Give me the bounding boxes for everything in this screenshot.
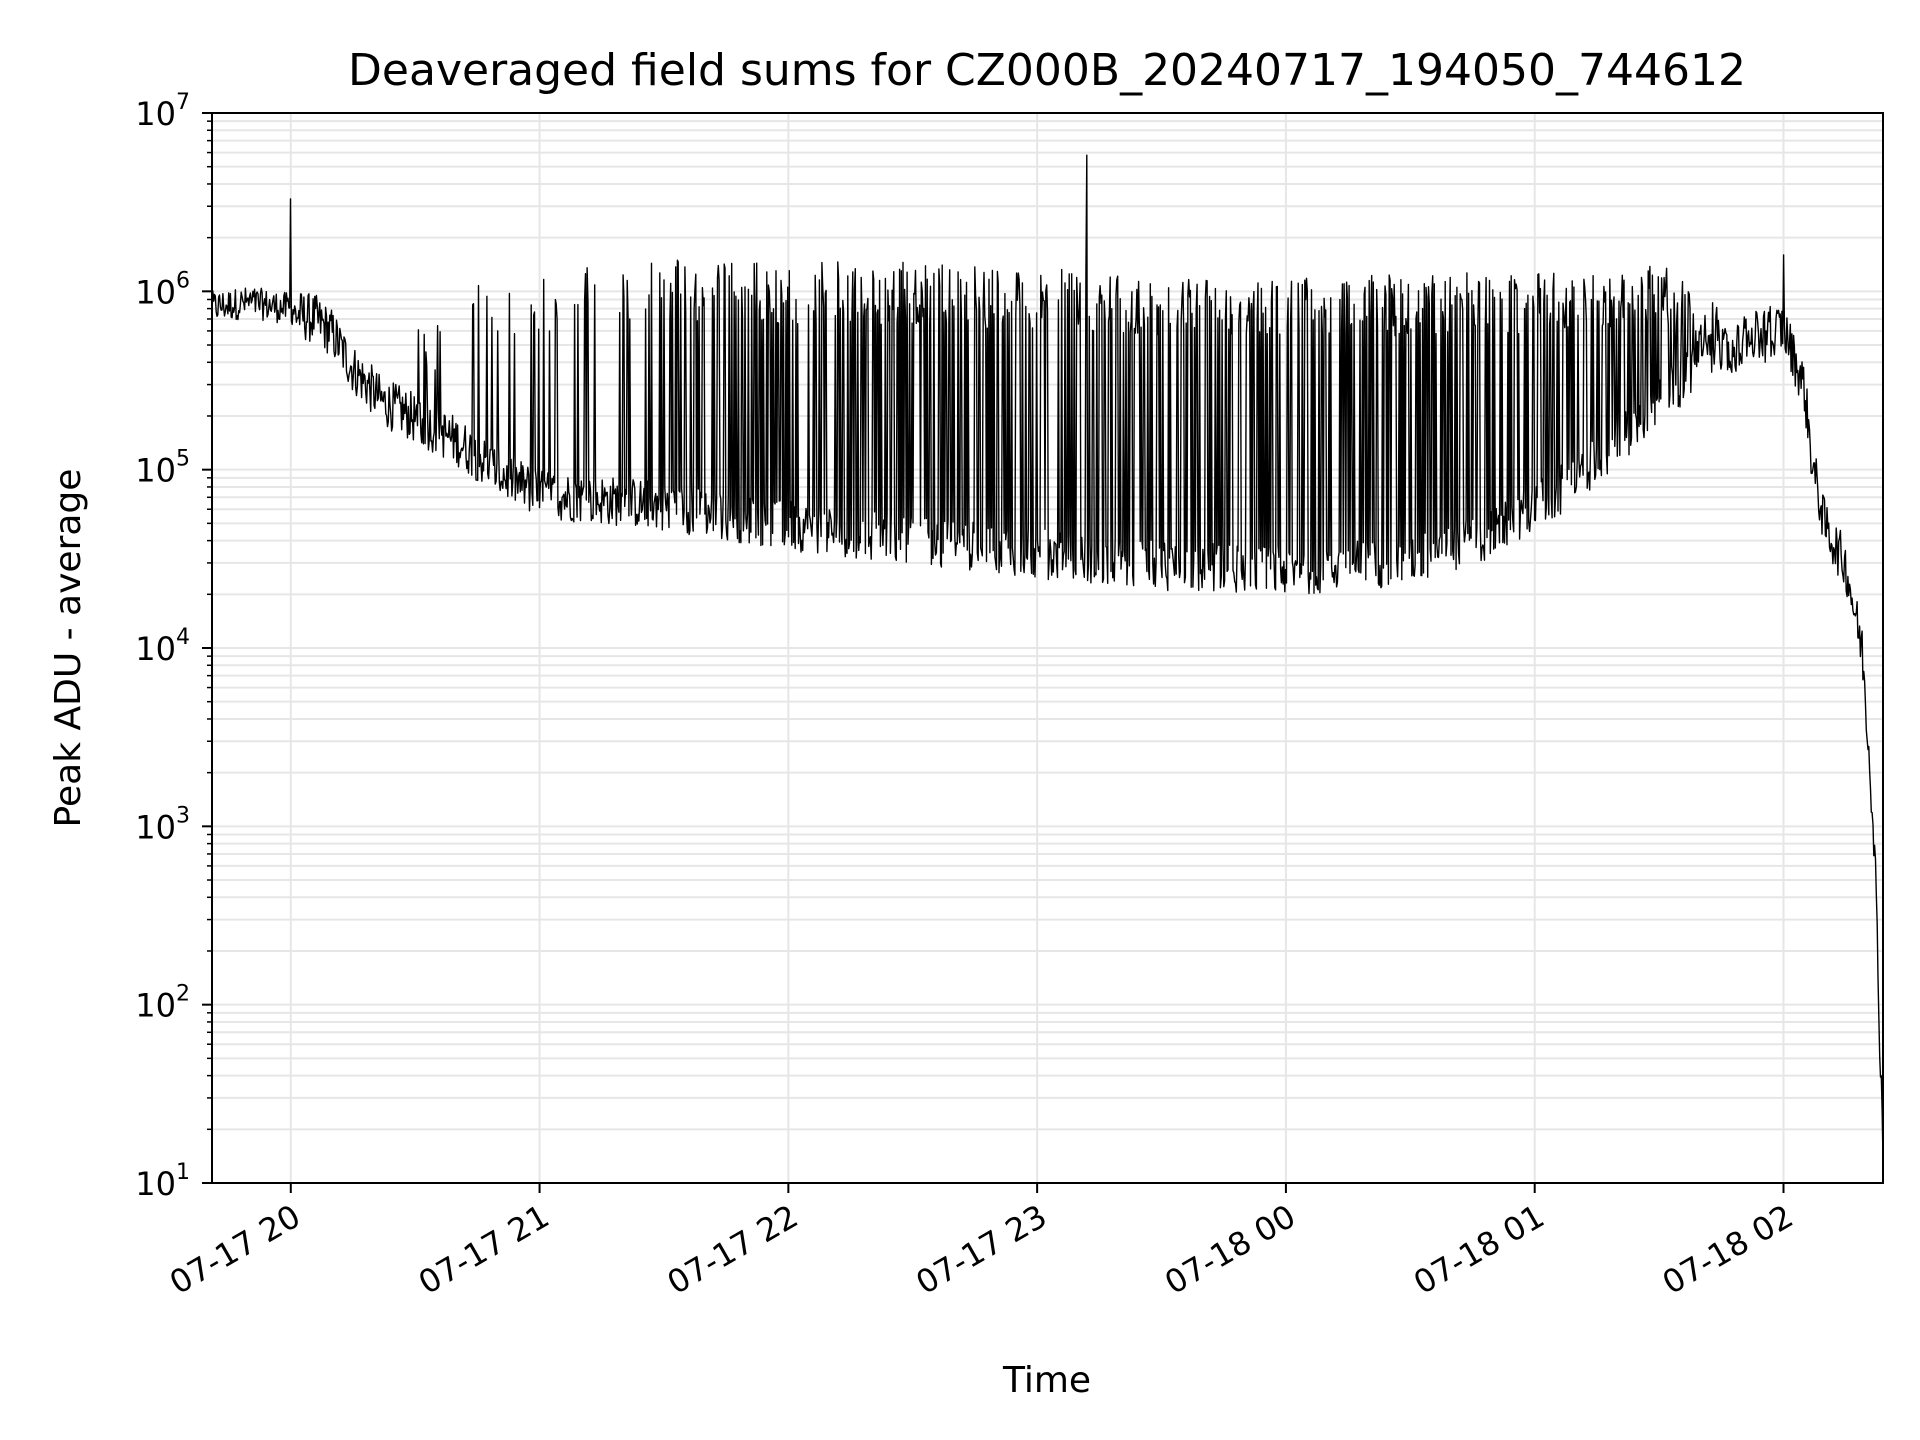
y-tick-label: 105 (135, 447, 190, 490)
y-tick-label: 102 (135, 982, 190, 1025)
y-tick-label: 104 (135, 625, 190, 668)
plot-area (211, 154, 1884, 1162)
y-axis-label: Peak ADU - average (48, 469, 89, 828)
chart-title: Deaveraged field sums for CZ000B_2024071… (348, 45, 1746, 96)
y-tick-label: 103 (135, 803, 190, 846)
minor-gridlines (212, 120, 1883, 1131)
y-tick-label: 106 (135, 268, 190, 311)
series-line (211, 154, 1884, 1162)
y-tick-label: 101 (135, 1160, 190, 1203)
y-tick-label: 107 (135, 90, 190, 133)
x-axis-label: Time (1002, 1360, 1091, 1401)
